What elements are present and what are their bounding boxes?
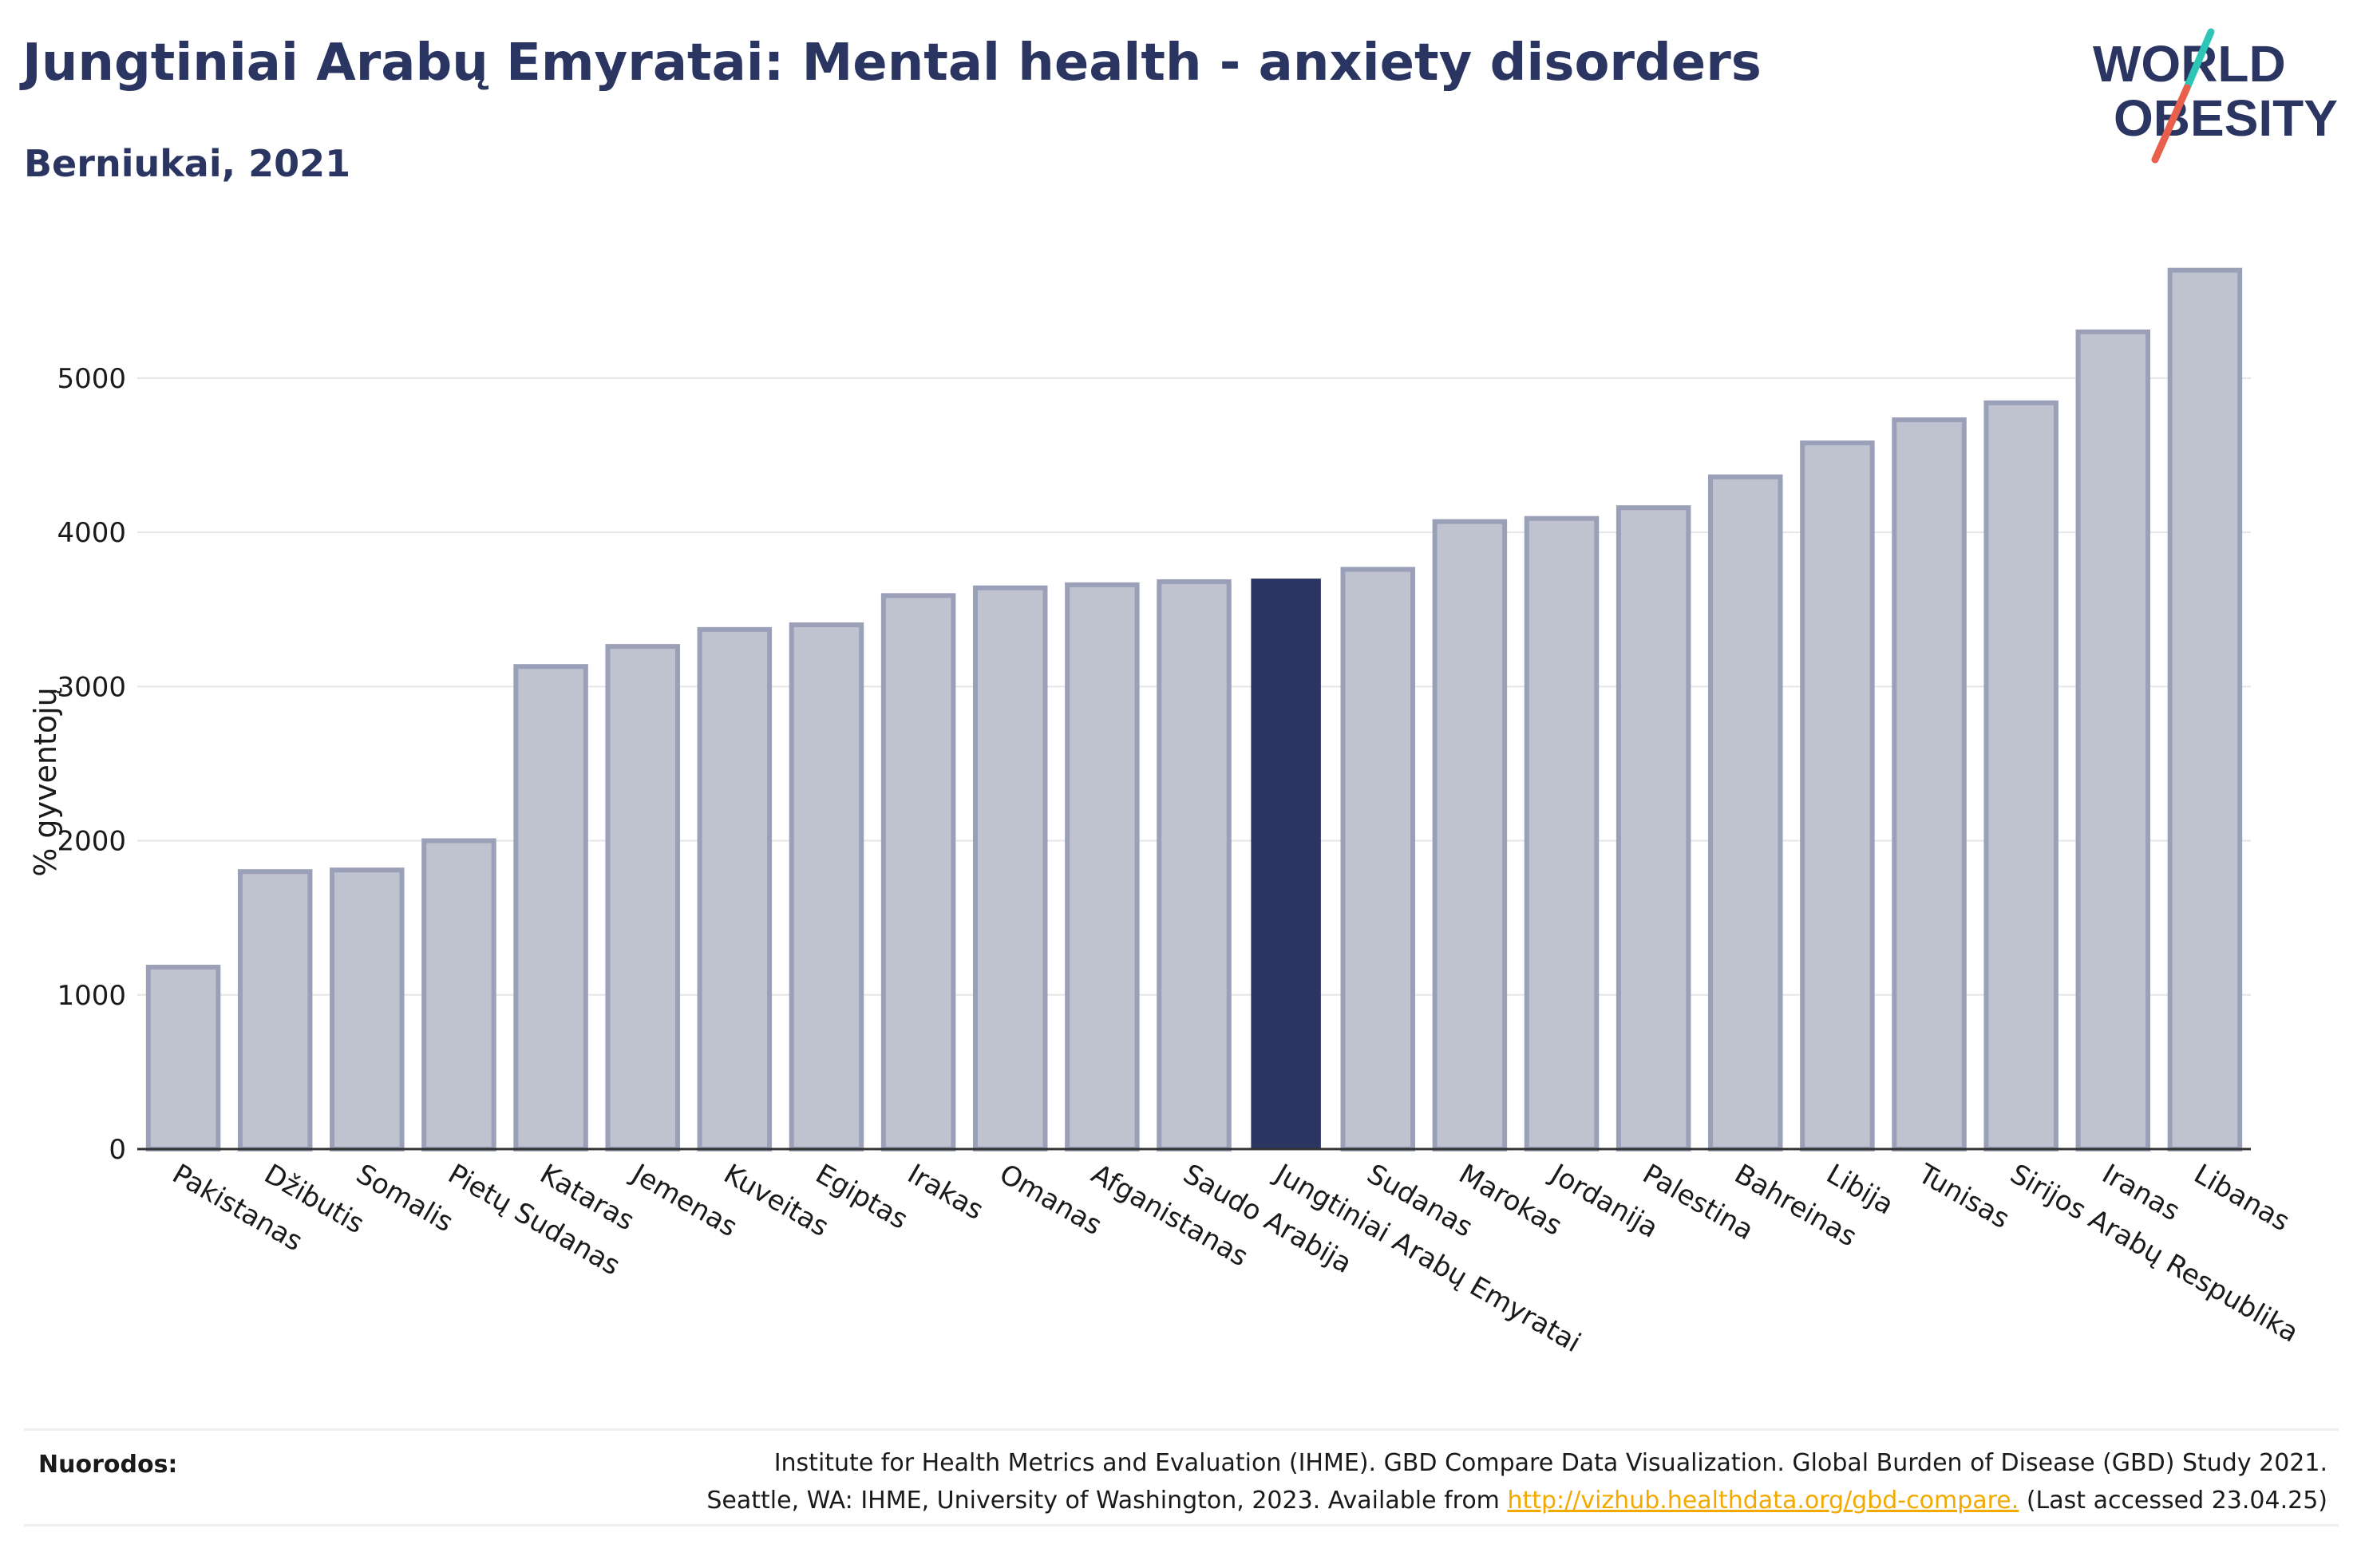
references-line-2-start: Seattle, WA: IHME, University of Washing… bbox=[706, 1487, 1508, 1515]
logo-slash-teal bbox=[2183, 28, 2215, 92]
bar bbox=[1524, 515, 1600, 1151]
references-line-2: Seattle, WA: IHME, University of Washing… bbox=[412, 1482, 2327, 1519]
bar bbox=[2167, 267, 2243, 1152]
references-text: Institute for Health Metrics and Evaluat… bbox=[412, 1444, 2327, 1519]
x-tick-label: Irakas bbox=[902, 1158, 989, 1226]
bar bbox=[1340, 567, 1416, 1151]
chart-subtitle: Berniukai, 2021 bbox=[24, 142, 351, 185]
bar bbox=[1983, 400, 2058, 1152]
bar bbox=[330, 867, 405, 1152]
x-tick-label: Somalis bbox=[350, 1158, 458, 1238]
references-line-2-end: (Last accessed 23.04.25) bbox=[2019, 1487, 2327, 1515]
bar bbox=[1892, 417, 1967, 1151]
y-tick-label: 5000 bbox=[57, 363, 126, 395]
bar bbox=[880, 593, 956, 1151]
references-line-1: Institute for Health Metrics and Evaluat… bbox=[773, 1449, 2327, 1477]
bar bbox=[605, 644, 680, 1151]
bar bbox=[1616, 505, 1691, 1151]
y-axis-ticks: 0 1000 2000 3000 4000 5000 bbox=[57, 363, 126, 1166]
bar bbox=[972, 585, 1048, 1151]
world-obesity-logo: WORLD OBESITY bbox=[2093, 28, 2338, 164]
y-tick-label: 3000 bbox=[57, 671, 126, 703]
x-tick-label: Marokas bbox=[1453, 1158, 1568, 1242]
y-tick-label: 4000 bbox=[57, 517, 126, 549]
logo-word-obesity: OBESITY bbox=[2114, 89, 2338, 147]
bar bbox=[1065, 582, 1140, 1151]
bar bbox=[237, 869, 313, 1151]
bar bbox=[789, 622, 864, 1151]
y-axis-title: % gyventojų bbox=[28, 687, 63, 877]
x-tick-label: Afganistanas bbox=[1086, 1158, 1253, 1273]
x-tick-label: Tunisas bbox=[1912, 1158, 2015, 1235]
y-tick-label: 1000 bbox=[57, 980, 126, 1012]
references-link[interactable]: http://vizhub.healthdata.org/gbd-compare… bbox=[1507, 1487, 2019, 1515]
bar-highlighted bbox=[1251, 579, 1321, 1149]
bar bbox=[1432, 519, 1508, 1151]
footer-divider-top bbox=[24, 1428, 2339, 1431]
bar bbox=[1157, 579, 1232, 1151]
bar bbox=[697, 626, 773, 1151]
x-tick-label: Libanas bbox=[2189, 1158, 2295, 1238]
bar bbox=[145, 965, 221, 1151]
x-tick-label: Kuveitas bbox=[718, 1158, 834, 1243]
bar bbox=[421, 838, 496, 1151]
x-tick-label: Jemenas bbox=[625, 1157, 742, 1243]
x-tick-label: Omanas bbox=[994, 1158, 1107, 1242]
bar bbox=[1708, 474, 1783, 1151]
references-label: Nuorodos: bbox=[38, 1451, 178, 1479]
footer-divider-bottom bbox=[24, 1524, 2339, 1527]
y-tick-label: 0 bbox=[109, 1134, 126, 1166]
bar-chart: 0 1000 2000 3000 4000 5000 PakistanasDžibutis… bbox=[28, 267, 2304, 1359]
bar bbox=[513, 664, 588, 1151]
y-tick-label: 2000 bbox=[57, 826, 126, 858]
bar bbox=[1800, 440, 1875, 1151]
logo-slash-coral bbox=[2151, 84, 2191, 164]
chart-title: Jungtiniai Arabų Emyratai: Mental health… bbox=[22, 34, 1762, 93]
bar bbox=[2075, 329, 2151, 1151]
bars bbox=[145, 267, 2243, 1152]
